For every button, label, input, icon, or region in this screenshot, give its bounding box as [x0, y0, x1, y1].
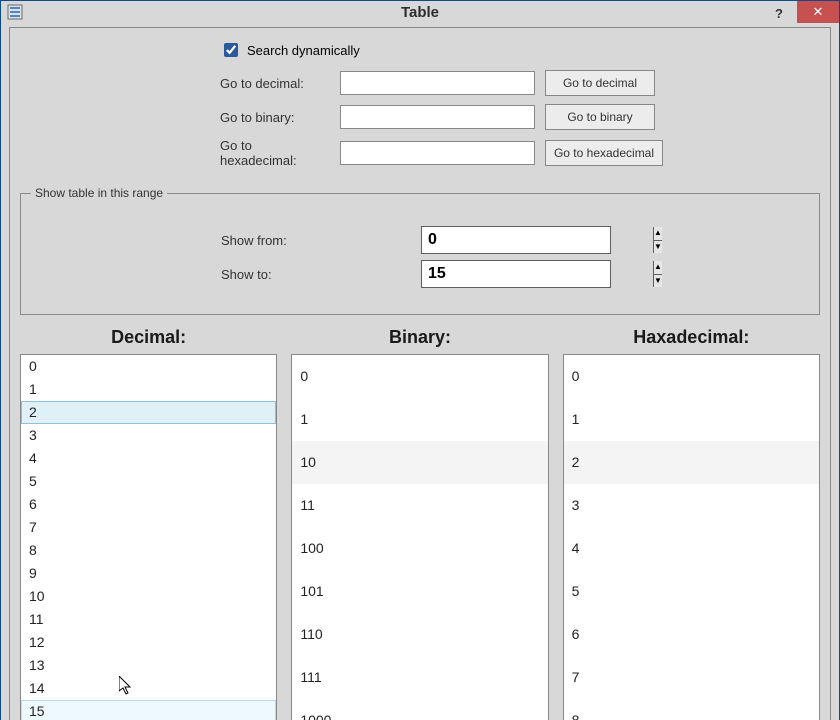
- list-item[interactable]: 4: [21, 447, 276, 470]
- list-item[interactable]: 1: [292, 398, 547, 441]
- show-to-label: Show to:: [221, 267, 331, 282]
- list-item[interactable]: 10: [292, 441, 547, 484]
- list-item[interactable]: 14: [21, 677, 276, 700]
- list-item[interactable]: 110: [292, 613, 547, 656]
- goto-binary-button[interactable]: Go to binary: [545, 104, 655, 130]
- goto-binary-label: Go to binary:: [220, 110, 330, 125]
- goto-hex-label: Go to hexadecimal:: [220, 138, 330, 168]
- list-item[interactable]: 101: [292, 570, 547, 613]
- goto-binary-row: Go to binary: Go to binary: [220, 104, 820, 130]
- list-item[interactable]: 7: [564, 656, 819, 699]
- hex-column: Haxadecimal: 012345678: [563, 327, 820, 720]
- show-to-row: Show to: ▲ ▼: [221, 260, 809, 288]
- range-legend: Show table in this range: [31, 186, 167, 200]
- show-to-input[interactable]: [422, 261, 653, 287]
- list-item[interactable]: 5: [564, 570, 819, 613]
- list-item[interactable]: 1: [564, 398, 819, 441]
- search-dynamically-checkbox[interactable]: [224, 43, 238, 57]
- list-item[interactable]: 7: [21, 516, 276, 539]
- range-fieldset: Show table in this range Show from: ▲ ▼ …: [20, 186, 820, 315]
- show-to-spinbox: ▲ ▼: [421, 260, 611, 288]
- goto-binary-input[interactable]: [340, 105, 535, 129]
- list-item[interactable]: 100: [292, 527, 547, 570]
- decimal-listbox[interactable]: 0123456789101112131415: [20, 354, 277, 720]
- client-area: Search dynamically Go to decimal: Go to …: [1, 23, 839, 720]
- list-item[interactable]: 2: [564, 441, 819, 484]
- list-item[interactable]: 6: [564, 613, 819, 656]
- list-item[interactable]: 8: [21, 539, 276, 562]
- show-to-down[interactable]: ▼: [654, 275, 662, 288]
- list-item[interactable]: 9: [21, 562, 276, 585]
- list-item[interactable]: 1000: [292, 699, 547, 720]
- list-item[interactable]: 15: [21, 700, 276, 720]
- hex-header: Haxadecimal:: [563, 327, 820, 348]
- show-from-arrows: ▲ ▼: [653, 227, 662, 253]
- list-item[interactable]: 111: [292, 656, 547, 699]
- goto-hex-row: Go to hexadecimal: Go to hexadecimal: [220, 138, 820, 168]
- search-dynamically-label[interactable]: Search dynamically: [247, 43, 360, 58]
- list-item[interactable]: 6: [21, 493, 276, 516]
- show-from-down[interactable]: ▼: [654, 241, 662, 254]
- lists-container: Decimal: 0123456789101112131415 Binary: …: [20, 327, 820, 720]
- decimal-header: Decimal:: [20, 327, 277, 348]
- list-item[interactable]: 0: [21, 355, 276, 378]
- decimal-column: Decimal: 0123456789101112131415: [20, 327, 277, 720]
- binary-column: Binary: 0110111001011101111000: [291, 327, 548, 720]
- binary-listbox[interactable]: 0110111001011101111000: [291, 354, 548, 720]
- close-button[interactable]: ✕: [797, 1, 839, 23]
- list-item[interactable]: 3: [21, 424, 276, 447]
- window-root: Table ? ✕ Search dynamically Go to decim…: [0, 0, 840, 720]
- show-to-up[interactable]: ▲: [654, 261, 662, 275]
- list-item[interactable]: 11: [292, 484, 547, 527]
- window-controls: ? ✕: [767, 1, 839, 23]
- show-from-row: Show from: ▲ ▼: [221, 226, 809, 254]
- list-item[interactable]: 0: [292, 355, 547, 398]
- search-dynamically-row: Search dynamically: [220, 40, 820, 60]
- list-item[interactable]: 4: [564, 527, 819, 570]
- goto-hex-button[interactable]: Go to hexadecimal: [545, 140, 663, 166]
- list-item[interactable]: 11: [21, 608, 276, 631]
- show-from-spinbox: ▲ ▼: [421, 226, 611, 254]
- show-from-input[interactable]: [422, 227, 653, 253]
- show-to-arrows: ▲ ▼: [653, 261, 662, 287]
- list-item[interactable]: 10: [21, 585, 276, 608]
- list-item[interactable]: 5: [21, 470, 276, 493]
- app-icon: [7, 4, 23, 20]
- list-item[interactable]: 12: [21, 631, 276, 654]
- list-item[interactable]: 13: [21, 654, 276, 677]
- goto-decimal-row: Go to decimal: Go to decimal: [220, 70, 820, 96]
- goto-decimal-input[interactable]: [340, 71, 535, 95]
- help-button[interactable]: ?: [767, 3, 791, 23]
- show-from-up[interactable]: ▲: [654, 227, 662, 241]
- goto-hex-input[interactable]: [340, 141, 535, 165]
- list-item[interactable]: 3: [564, 484, 819, 527]
- list-item[interactable]: 2: [21, 401, 276, 424]
- hex-listbox[interactable]: 012345678: [563, 354, 820, 720]
- window-title: Table: [1, 4, 839, 21]
- binary-header: Binary:: [291, 327, 548, 348]
- show-from-label: Show from:: [221, 233, 331, 248]
- goto-decimal-label: Go to decimal:: [220, 76, 330, 91]
- top-controls: Search dynamically Go to decimal: Go to …: [20, 36, 820, 186]
- titlebar: Table ? ✕: [1, 1, 839, 23]
- list-item[interactable]: 0: [564, 355, 819, 398]
- main-panel: Search dynamically Go to decimal: Go to …: [9, 27, 831, 720]
- list-item[interactable]: 1: [21, 378, 276, 401]
- goto-decimal-button[interactable]: Go to decimal: [545, 70, 655, 96]
- list-item[interactable]: 8: [564, 699, 819, 720]
